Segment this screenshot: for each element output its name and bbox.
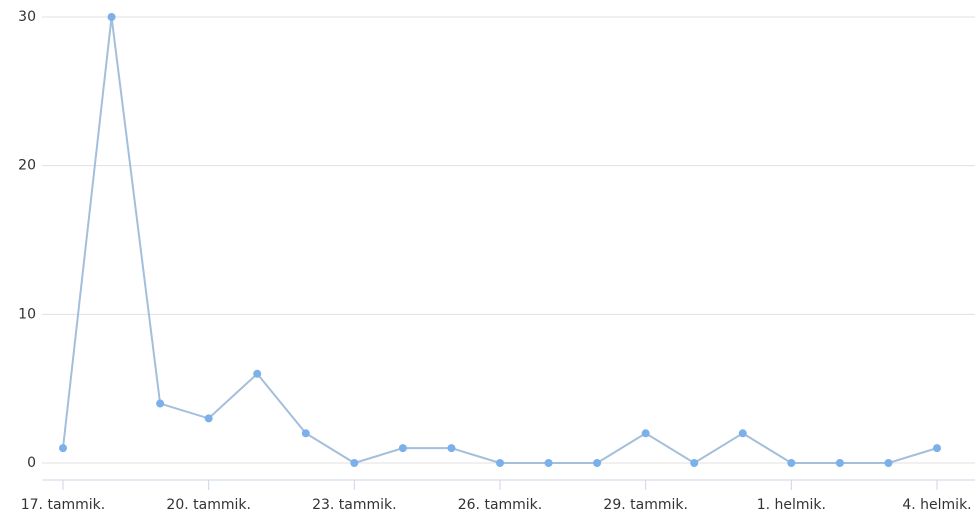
data-point xyxy=(447,444,456,453)
data-point xyxy=(350,459,359,467)
data-point xyxy=(884,459,893,467)
data-point xyxy=(544,459,553,467)
data-point xyxy=(156,399,165,408)
x-tick-label: 26. tammik. xyxy=(458,497,543,513)
x-tick-label: 20. tammik. xyxy=(166,497,251,513)
data-point xyxy=(835,459,844,467)
data-point xyxy=(398,444,407,453)
data-point xyxy=(787,459,796,467)
data-point xyxy=(690,459,699,467)
y-tick-label: 0 xyxy=(27,455,36,471)
data-point xyxy=(59,444,67,453)
data-point xyxy=(107,13,116,21)
data-point xyxy=(593,459,602,467)
x-tick-label: 17. tammik. xyxy=(21,497,106,513)
y-tick-label: 30 xyxy=(18,9,36,25)
y-tick-label: 10 xyxy=(18,306,36,322)
y-tick-label: 20 xyxy=(18,158,36,174)
x-tick-label: 23. tammik. xyxy=(312,497,397,513)
series-line xyxy=(62,16,938,465)
x-tick-label: 4. helmik. xyxy=(902,497,971,513)
data-point xyxy=(496,459,504,467)
data-point xyxy=(641,429,650,438)
data-point xyxy=(204,414,213,423)
x-tick-label: 1. helmik. xyxy=(757,497,826,513)
data-point xyxy=(738,429,747,438)
x-tick-label: 29. tammik. xyxy=(603,497,688,513)
data-point xyxy=(933,444,941,453)
data-point xyxy=(301,429,310,438)
data-point xyxy=(253,369,262,378)
